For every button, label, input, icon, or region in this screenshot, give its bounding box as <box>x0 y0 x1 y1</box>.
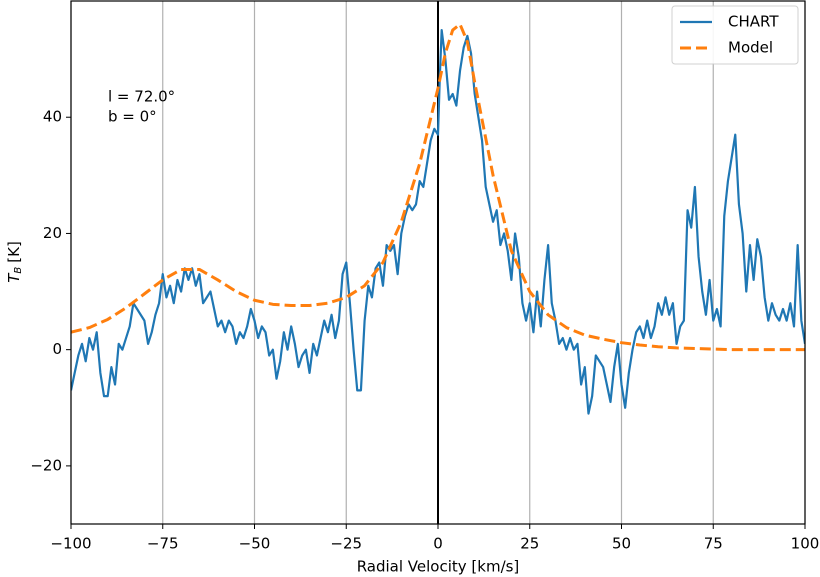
x-tick-label: −50 <box>239 535 271 553</box>
y-tick-label: −20 <box>30 456 62 474</box>
legend-label: Model <box>728 39 773 57</box>
y-label-subscript: B <box>13 267 24 274</box>
x-tick-label: −25 <box>330 535 362 553</box>
annotation: b = 0° <box>108 108 157 126</box>
x-tick-label: 25 <box>520 535 539 553</box>
x-tick-label: 100 <box>791 535 820 553</box>
y-axis-label: TB [K] <box>5 241 25 283</box>
y-tick-label: 40 <box>43 108 62 126</box>
y-label-main: T <box>5 272 23 283</box>
y-label-unit: [K] <box>5 241 23 263</box>
x-tick-label: 75 <box>704 535 723 553</box>
x-tick-label: 0 <box>433 535 443 553</box>
legend-label: CHART <box>728 13 779 31</box>
y-tick-label: 20 <box>43 224 62 242</box>
x-tick-label: −75 <box>147 535 179 553</box>
x-axis-label: Radial Velocity [km/s] <box>357 558 520 576</box>
x-tick-label: −100 <box>50 535 91 553</box>
series-line <box>71 22 805 352</box>
annotation: l = 72.0° <box>108 88 175 106</box>
series-line <box>71 28 805 415</box>
y-tick-label: 0 <box>52 340 62 358</box>
x-tick-label: 50 <box>612 535 631 553</box>
plot-frame <box>70 0 806 525</box>
